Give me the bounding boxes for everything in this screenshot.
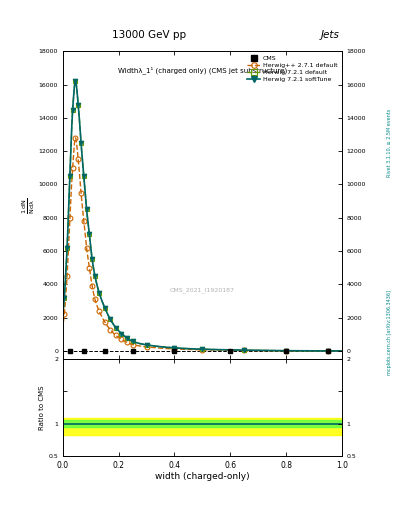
Text: Widthλ_1¹ (charged only) (CMS jet substructure): Widthλ_1¹ (charged only) (CMS jet substr…: [118, 67, 287, 74]
Text: 13000 GeV pp: 13000 GeV pp: [112, 30, 186, 40]
Text: CMS_2021_I1920187: CMS_2021_I1920187: [170, 288, 235, 293]
Y-axis label: Ratio to CMS: Ratio to CMS: [39, 385, 46, 430]
Legend: CMS, Herwig++ 2.7.1 default, Herwig 7.2.1 default, Herwig 7.2.1 softTune: CMS, Herwig++ 2.7.1 default, Herwig 7.2.…: [245, 54, 339, 83]
Y-axis label: $\mathregular{\frac{1}{N}\frac{dN}{d\lambda}}$: $\mathregular{\frac{1}{N}\frac{dN}{d\lam…: [20, 197, 37, 214]
Text: Jets: Jets: [321, 30, 340, 40]
Text: mcplots.cern.ch [arXiv:1306.3436]: mcplots.cern.ch [arXiv:1306.3436]: [387, 290, 392, 375]
Text: Rivet 3.1.10, ≥ 2.5M events: Rivet 3.1.10, ≥ 2.5M events: [387, 109, 392, 178]
X-axis label: width (charged-only): width (charged-only): [155, 472, 250, 481]
